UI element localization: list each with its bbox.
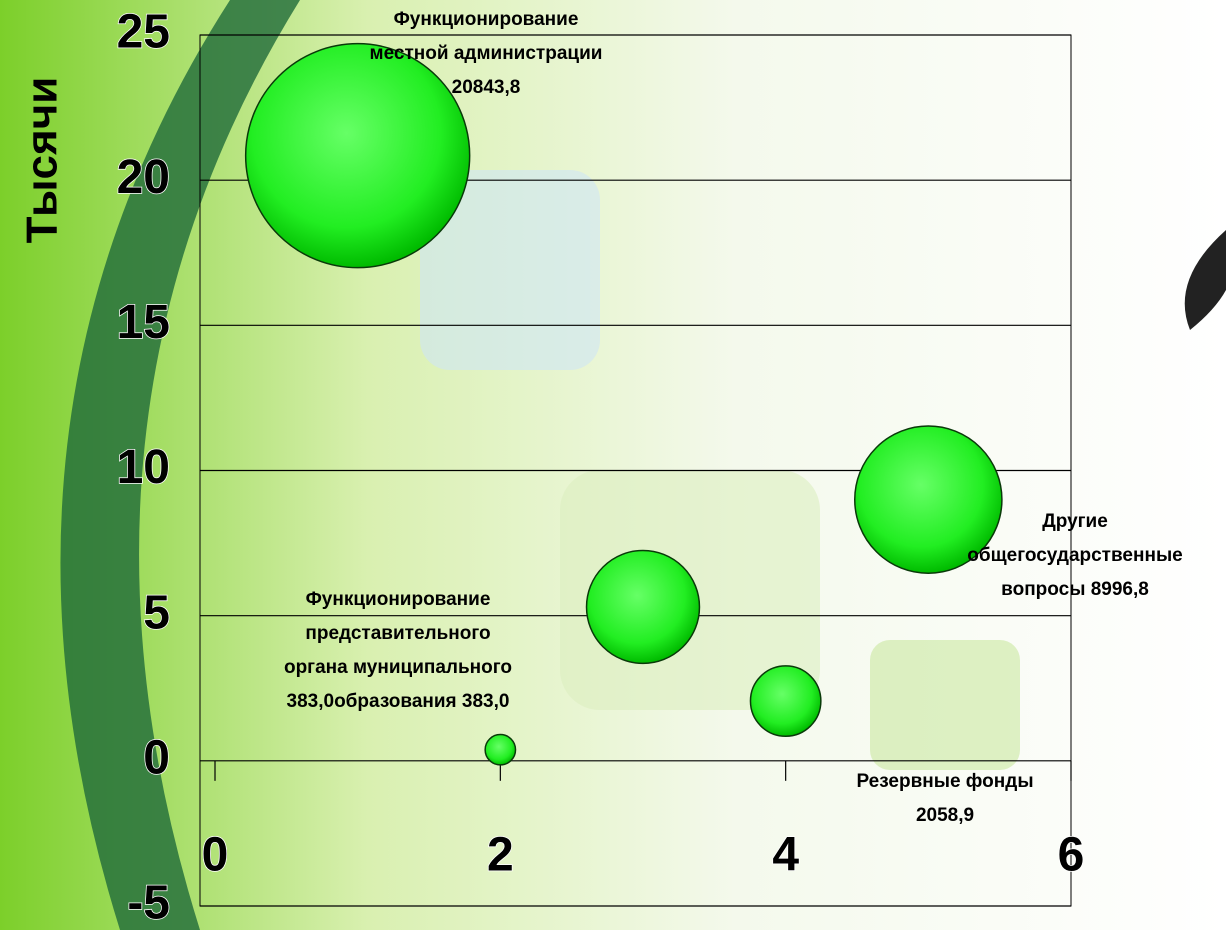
x-tick-label: 6 <box>1058 829 1085 882</box>
decor-square <box>420 170 600 370</box>
data-label: местной администрации <box>370 43 603 64</box>
data-label: Резервные фонды <box>856 771 1033 792</box>
data-label: общегосударственные <box>967 545 1182 566</box>
data-label: Функционирование <box>306 589 491 610</box>
bubble <box>749 665 822 738</box>
y-tick-label: 20 <box>117 151 170 204</box>
decor-phone <box>1184 230 1226 330</box>
y-tick-label: 0 <box>143 732 170 785</box>
y-tick-label: 15 <box>117 296 170 349</box>
data-label: 20843,8 <box>452 77 521 98</box>
decor-swirl <box>60 0 300 930</box>
bubble <box>585 549 701 665</box>
bubble <box>854 425 1003 574</box>
x-tick-label: 0 <box>202 829 229 882</box>
y-axis-title: Тысячи <box>18 77 67 244</box>
data-label: вопросы 8996,8 <box>1001 579 1149 600</box>
data-label: Другие <box>1042 511 1108 532</box>
y-tick-label: 10 <box>117 441 170 494</box>
data-label: Функционирование <box>394 9 579 30</box>
bubble <box>244 42 471 269</box>
bubble <box>484 733 517 766</box>
x-tick-label: 4 <box>772 829 799 882</box>
y-tick-label: 5 <box>143 586 170 639</box>
data-label: органа муниципального <box>284 657 512 678</box>
x-tick-label: 2 <box>487 829 514 882</box>
data-label: 383,0образования 383,0 <box>287 691 510 712</box>
data-label: 2058,9 <box>916 805 974 826</box>
decor-square <box>870 640 1020 770</box>
y-tick-label: -5 <box>127 877 170 930</box>
data-label: представительного <box>305 623 490 644</box>
y-tick-label: 25 <box>117 6 170 59</box>
